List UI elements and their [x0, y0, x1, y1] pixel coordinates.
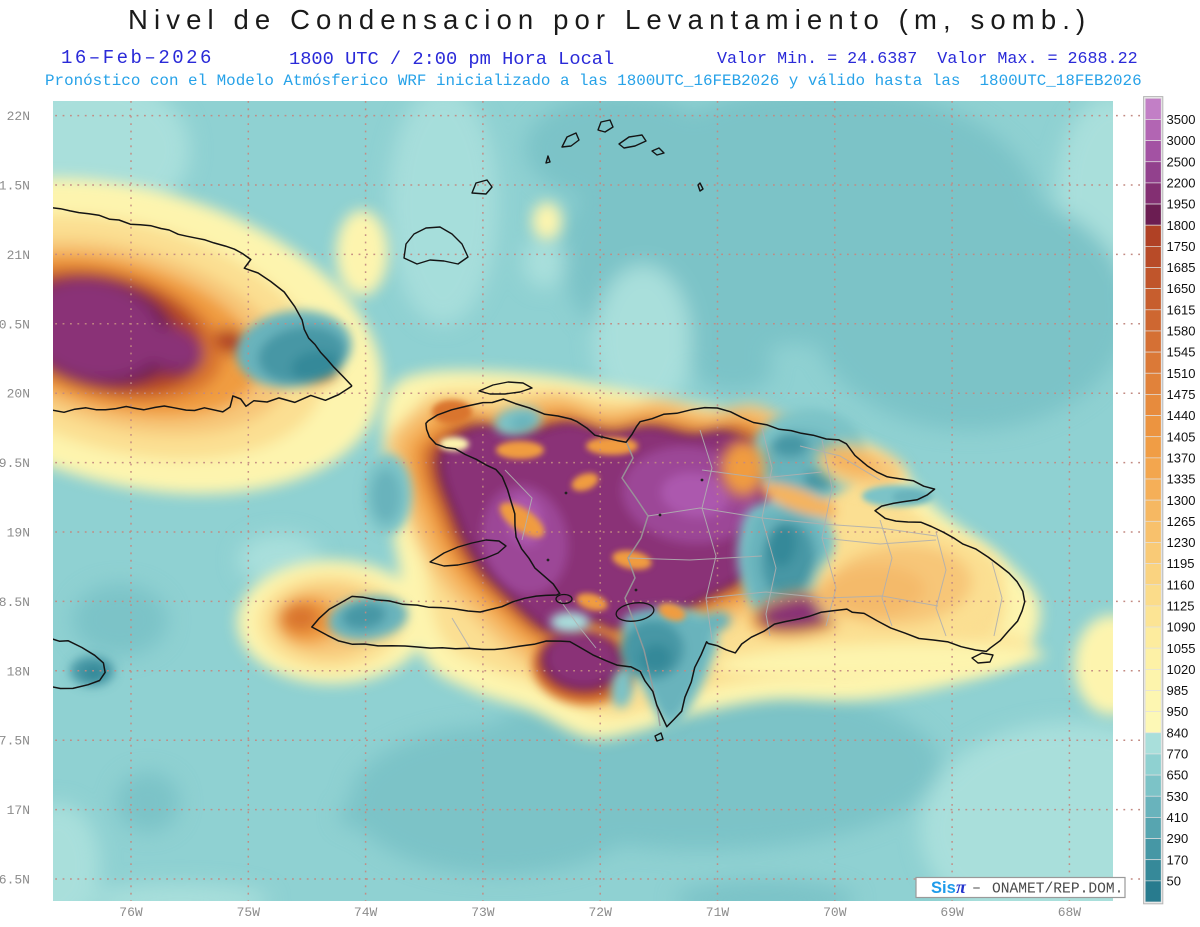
svg-text:650: 650 — [1167, 768, 1189, 783]
svg-text:50: 50 — [1167, 873, 1181, 888]
svg-text:170: 170 — [1167, 852, 1189, 867]
svg-text:71W: 71W — [706, 905, 730, 920]
svg-text:770: 770 — [1167, 747, 1189, 762]
svg-text:1195: 1195 — [1167, 556, 1195, 571]
svg-text:76W: 76W — [119, 905, 143, 920]
svg-text:69W: 69W — [940, 905, 964, 920]
svg-text:1090: 1090 — [1167, 620, 1196, 635]
svg-text:290: 290 — [1167, 831, 1189, 846]
svg-text:1685: 1685 — [1167, 260, 1196, 275]
svg-text:73W: 73W — [471, 905, 495, 920]
svg-text:ONAMET/REP.DOM.: ONAMET/REP.DOM. — [992, 882, 1123, 898]
svg-text:840: 840 — [1167, 725, 1189, 740]
svg-text:1750: 1750 — [1167, 239, 1196, 254]
svg-text:70W: 70W — [823, 905, 847, 920]
svg-text:7.5N: 7.5N — [0, 734, 30, 749]
svg-text:2500: 2500 — [1167, 154, 1196, 169]
svg-text:22N: 22N — [7, 109, 30, 124]
svg-text:1265: 1265 — [1167, 514, 1196, 529]
svg-text:410: 410 — [1167, 810, 1189, 825]
svg-text:1580: 1580 — [1167, 324, 1196, 339]
svg-text:75W: 75W — [237, 905, 261, 920]
svg-text:18N: 18N — [7, 664, 30, 679]
svg-text:1800: 1800 — [1167, 218, 1196, 233]
svg-text:3500: 3500 — [1167, 112, 1196, 127]
svg-text:1230: 1230 — [1167, 535, 1196, 550]
svg-text:Sis: Sis — [931, 879, 956, 897]
svg-text:1335: 1335 — [1167, 472, 1196, 487]
svg-text:19N: 19N — [7, 526, 30, 541]
svg-text:1545: 1545 — [1167, 345, 1196, 360]
svg-text:1160: 1160 — [1167, 577, 1195, 592]
svg-text:6.5N: 6.5N — [0, 873, 30, 888]
svg-text:1615: 1615 — [1167, 302, 1196, 317]
svg-text:3000: 3000 — [1167, 133, 1196, 148]
svg-text:950: 950 — [1167, 704, 1189, 719]
svg-text:1475: 1475 — [1167, 387, 1196, 402]
svg-text:1370: 1370 — [1167, 450, 1196, 465]
svg-text:1055: 1055 — [1167, 641, 1196, 656]
svg-text:–: – — [972, 880, 981, 897]
svg-text:1300: 1300 — [1167, 493, 1196, 508]
svg-text:985: 985 — [1167, 683, 1189, 698]
svg-text:1125: 1125 — [1167, 599, 1195, 614]
svg-text:1.5N: 1.5N — [0, 179, 30, 194]
svg-text:9.5N: 9.5N — [0, 456, 30, 471]
svg-text:17N: 17N — [7, 803, 30, 818]
svg-text:0.5N: 0.5N — [0, 317, 30, 332]
svg-text:1950: 1950 — [1167, 197, 1196, 212]
svg-text:1020: 1020 — [1167, 662, 1196, 677]
svg-text:72W: 72W — [588, 905, 612, 920]
svg-text:π: π — [956, 877, 967, 897]
svg-text:1510: 1510 — [1167, 366, 1196, 381]
svg-text:74W: 74W — [354, 905, 378, 920]
svg-text:1440: 1440 — [1167, 408, 1196, 423]
svg-text:68W: 68W — [1058, 905, 1082, 920]
svg-text:21N: 21N — [7, 248, 30, 263]
svg-text:8.5N: 8.5N — [0, 595, 30, 610]
svg-text:2200: 2200 — [1167, 176, 1196, 191]
svg-text:20N: 20N — [7, 387, 30, 402]
svg-text:1650: 1650 — [1167, 281, 1196, 296]
svg-text:1405: 1405 — [1167, 429, 1196, 444]
svg-text:530: 530 — [1167, 789, 1189, 804]
